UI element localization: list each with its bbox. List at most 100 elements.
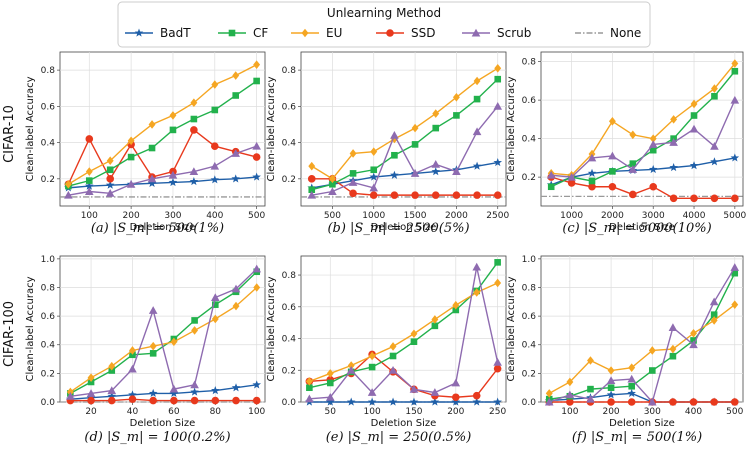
data-point-eu (731, 59, 739, 68)
data-point-scrub (565, 390, 575, 399)
legend-marker-cf (228, 29, 236, 37)
y-tick-label: 0.2 (282, 175, 296, 185)
y-axis-label: Clean-label Accuracy (506, 76, 517, 181)
data-point-cf (411, 141, 419, 148)
series-line-ssd (311, 178, 498, 196)
series-ssd (307, 175, 502, 199)
data-point-badt (367, 397, 377, 406)
data-point-ssd (369, 191, 378, 199)
data-point-scrub (544, 397, 554, 406)
legend-entry-none: None (575, 26, 641, 40)
data-point-badt (85, 181, 94, 190)
x-tick-label: 500 (324, 211, 341, 221)
data-point-eu (349, 149, 357, 158)
data-point-ssd (128, 395, 137, 403)
legend-label-cf: CF (253, 26, 268, 40)
data-point-scrub (472, 262, 482, 271)
data-point-cf (649, 146, 657, 154)
data-point-eu (566, 377, 574, 387)
data-point-eu (411, 123, 419, 133)
data-point-ssd (190, 126, 198, 134)
data-point-eu (607, 366, 615, 375)
data-point-badt (730, 153, 740, 162)
data-point-eu (432, 109, 440, 118)
data-point-cf (547, 183, 555, 191)
data-point-eu (473, 76, 481, 86)
legend-entry-scrub: Scrub (462, 26, 531, 40)
series-line-scrub (309, 266, 499, 400)
data-point-ssd (411, 191, 419, 199)
legend-label-badt: BadT (160, 26, 191, 40)
data-point-badt (169, 388, 179, 398)
data-point-badt (326, 397, 335, 406)
series-eu (305, 278, 502, 386)
data-point-eu (211, 80, 219, 89)
data-point-badt (210, 175, 220, 184)
data-point-ssd (190, 396, 199, 405)
series-eu (66, 283, 261, 397)
data-point-scrub (710, 142, 719, 150)
x-axis-label: Deletion Size (371, 222, 437, 233)
x-tick-label: 100 (81, 211, 98, 221)
data-point-cf (127, 153, 135, 161)
x-tick-label: 500 (726, 407, 743, 417)
series-scrub (546, 95, 740, 181)
series-scrub (64, 141, 261, 199)
data-point-ssd (730, 398, 739, 406)
series-eu (545, 300, 739, 398)
y-tick-label: 0.4 (41, 341, 56, 351)
data-point-eu (85, 167, 93, 176)
data-point-eu (232, 71, 240, 80)
data-point-ssd (170, 396, 178, 405)
data-point-ssd (252, 153, 261, 161)
data-point-badt (190, 387, 199, 396)
data-point-scrub (627, 374, 636, 383)
data-point-cf (690, 112, 698, 119)
data-point-scrub (66, 391, 75, 400)
data-point-eu (368, 351, 376, 361)
data-point-badt (409, 397, 419, 406)
y-axis-label: Clean-label Accuracy (25, 76, 36, 181)
data-point-cf (731, 269, 739, 277)
data-point-eu (410, 329, 418, 339)
y-axis-label: Clean-label Accuracy (266, 76, 277, 181)
series-line-eu (551, 63, 736, 176)
data-point-scrub (64, 190, 73, 199)
x-tick-label: 3000 (642, 211, 665, 221)
x-tick-label: 100 (561, 407, 578, 417)
data-point-eu (253, 283, 261, 292)
x-tick-label: 150 (405, 407, 422, 417)
data-point-scrub (452, 167, 461, 176)
data-point-badt (430, 397, 440, 406)
series-line-eu (309, 282, 498, 383)
legend-label-scrub: Scrub (497, 26, 531, 40)
data-point-badt (390, 170, 399, 179)
x-tick-label: 50 (325, 407, 337, 417)
data-point-eu (305, 377, 313, 386)
data-point-badt (669, 163, 678, 172)
series-line-ssd (70, 398, 257, 402)
data-point-badt (252, 380, 261, 389)
data-point-eu (370, 147, 378, 156)
data-point-eu (431, 315, 439, 324)
data-point-ssd (452, 191, 461, 199)
data-point-eu (211, 314, 219, 324)
data-point-badt (231, 383, 241, 392)
data-point-eu (347, 361, 355, 370)
x-tick-label: 200 (602, 407, 619, 417)
data-point-cf (629, 160, 637, 167)
data-point-cf (106, 166, 114, 174)
y-tick-label: 0.6 (41, 102, 56, 112)
panel-caption: (f) |S_m| = 500(1%) (572, 430, 702, 445)
series-line-badt (550, 157, 735, 186)
series-scrub (544, 263, 740, 406)
y-tick-label: 0.2 (522, 173, 536, 183)
data-point-scrub (128, 364, 137, 373)
data-point-scrub (546, 170, 556, 179)
legend-frame (117, 1, 651, 48)
data-point-badt (148, 388, 158, 398)
data-point-ssd (149, 396, 157, 405)
data-point-scrub (709, 297, 719, 306)
data-point-ssd (349, 189, 357, 198)
y-tick-label: 0.4 (41, 139, 56, 149)
